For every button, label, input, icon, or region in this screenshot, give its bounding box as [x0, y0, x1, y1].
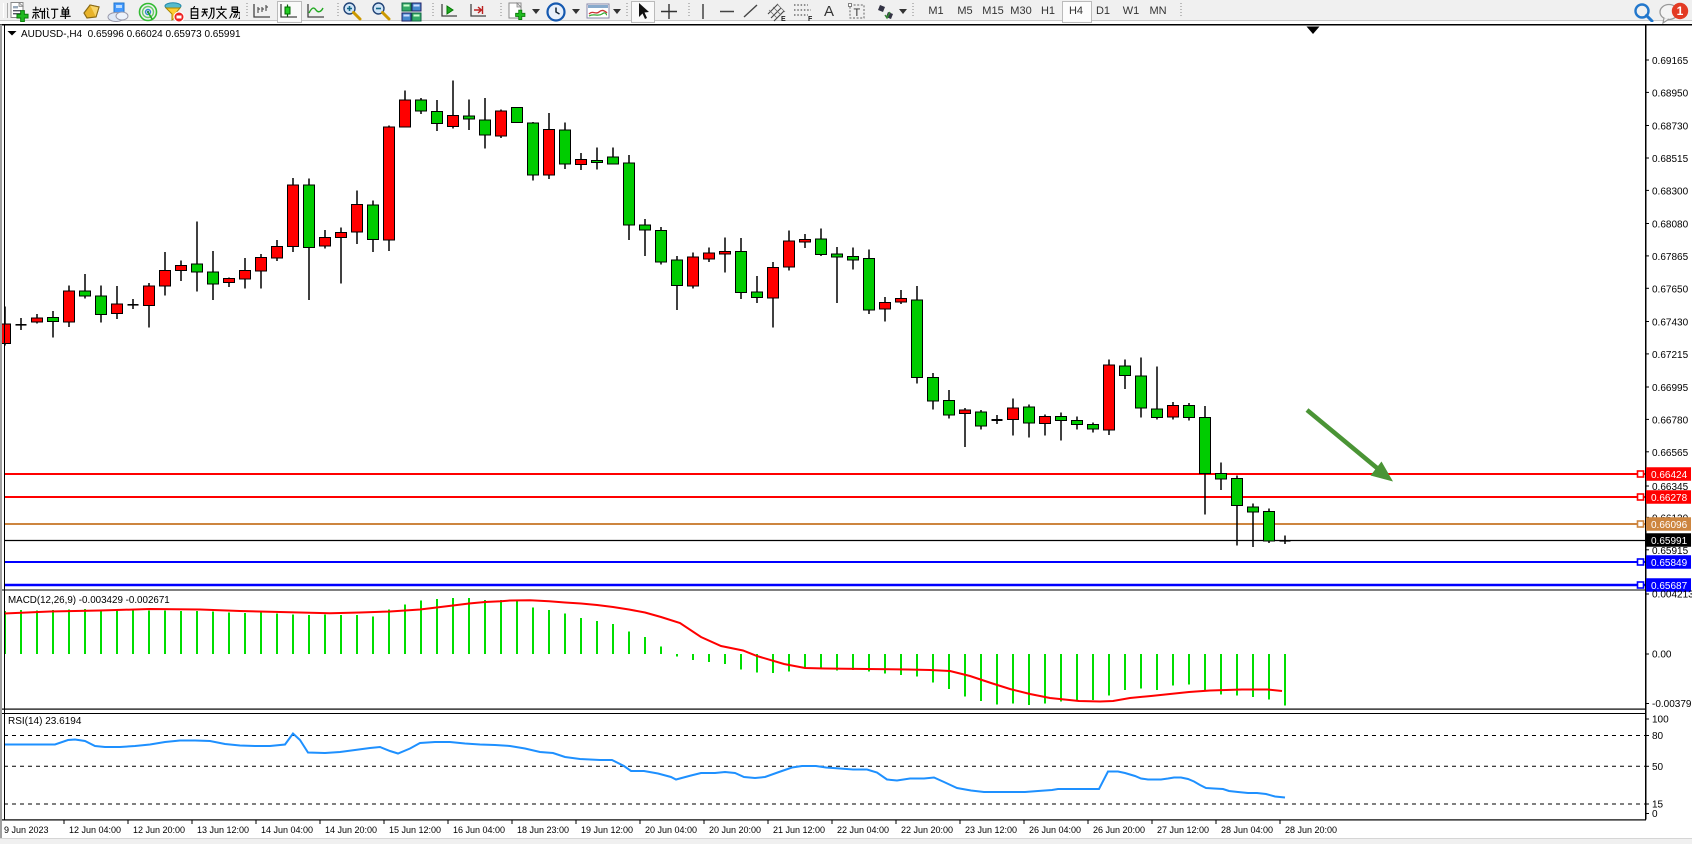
- svg-text:20 Jun 04:00: 20 Jun 04:00: [645, 825, 697, 835]
- svg-text:0.67865: 0.67865: [1652, 252, 1689, 263]
- svg-text:14 Jun 04:00: 14 Jun 04:00: [261, 825, 313, 835]
- svg-text:0.00: 0.00: [1652, 650, 1672, 661]
- svg-text:MACD(12,26,9) -0.003429 -0.002: MACD(12,26,9) -0.003429 -0.002671: [8, 595, 170, 606]
- svg-text:1: 1: [1677, 4, 1684, 18]
- svg-text:0.68730: 0.68730: [1652, 122, 1689, 133]
- svg-text:21 Jun 12:00: 21 Jun 12:00: [773, 825, 825, 835]
- svg-text:16 Jun 04:00: 16 Jun 04:00: [453, 825, 505, 835]
- svg-text:0.67430: 0.67430: [1652, 318, 1689, 329]
- svg-text:28 Jun 20:00: 28 Jun 20:00: [1285, 825, 1337, 835]
- svg-text:13 Jun 12:00: 13 Jun 12:00: [197, 825, 249, 835]
- svg-text:23 Jun 12:00: 23 Jun 12:00: [965, 825, 1017, 835]
- svg-text:12 Jun 20:00: 12 Jun 20:00: [133, 825, 185, 835]
- svg-text:-0.003792: -0.003792: [1652, 699, 1692, 710]
- svg-text:0.68950: 0.68950: [1652, 88, 1689, 99]
- svg-text:0.68515: 0.68515: [1652, 154, 1689, 165]
- svg-text:0.66995: 0.66995: [1652, 383, 1689, 394]
- svg-text:0.65915: 0.65915: [1652, 546, 1689, 557]
- svg-text:26 Jun 20:00: 26 Jun 20:00: [1093, 825, 1145, 835]
- svg-text:27 Jun 12:00: 27 Jun 12:00: [1157, 825, 1209, 835]
- svg-text:0.66278: 0.66278: [1651, 493, 1688, 504]
- svg-text:14 Jun 20:00: 14 Jun 20:00: [325, 825, 377, 835]
- svg-text:0.66780: 0.66780: [1652, 415, 1689, 426]
- svg-text:18 Jun 23:00: 18 Jun 23:00: [517, 825, 569, 835]
- svg-text:9 Jun 2023: 9 Jun 2023: [4, 825, 49, 835]
- svg-text:20 Jun 20:00: 20 Jun 20:00: [709, 825, 761, 835]
- svg-text:E: E: [781, 16, 786, 22]
- svg-text:26 Jun 04:00: 26 Jun 04:00: [1029, 825, 1081, 835]
- svg-text:0: 0: [1652, 809, 1658, 820]
- svg-text:0.66565: 0.66565: [1652, 448, 1689, 459]
- svg-text:22 Jun 20:00: 22 Jun 20:00: [901, 825, 953, 835]
- svg-text:80: 80: [1652, 731, 1664, 742]
- svg-text:0.67650: 0.67650: [1652, 284, 1689, 295]
- svg-text:0.66345: 0.66345: [1652, 482, 1689, 493]
- svg-text:F: F: [808, 16, 813, 22]
- svg-text:0.65991: 0.65991: [1651, 536, 1688, 547]
- svg-text:12 Jun 04:00: 12 Jun 04:00: [69, 825, 121, 835]
- svg-text:0.65687: 0.65687: [1651, 581, 1688, 592]
- svg-text:0.004213: 0.004213: [1652, 590, 1692, 601]
- svg-text:0.67215: 0.67215: [1652, 350, 1689, 361]
- svg-text:0.68300: 0.68300: [1652, 186, 1689, 197]
- svg-text:50: 50: [1652, 762, 1664, 773]
- svg-text:RSI(14) 23.6194: RSI(14) 23.6194: [8, 716, 82, 727]
- svg-text:15 Jun 12:00: 15 Jun 12:00: [389, 825, 441, 835]
- svg-text:0.66424: 0.66424: [1651, 470, 1688, 481]
- svg-text:15: 15: [1652, 800, 1664, 811]
- svg-text:AUDUSD-,H4 0.65996 0.66024 0.: AUDUSD-,H4 0.65996 0.66024 0.65973 0.659…: [21, 29, 241, 40]
- svg-text:100: 100: [1652, 715, 1669, 726]
- svg-text:0.69165: 0.69165: [1652, 56, 1689, 67]
- svg-text:28 Jun 04:00: 28 Jun 04:00: [1221, 825, 1273, 835]
- svg-text:T: T: [854, 7, 861, 19]
- svg-text:19 Jun 12:00: 19 Jun 12:00: [581, 825, 633, 835]
- svg-text:22 Jun 04:00: 22 Jun 04:00: [837, 825, 889, 835]
- svg-text:0.65849: 0.65849: [1651, 558, 1688, 569]
- svg-text:0.66096: 0.66096: [1651, 520, 1688, 531]
- svg-text:0.68080: 0.68080: [1652, 220, 1689, 231]
